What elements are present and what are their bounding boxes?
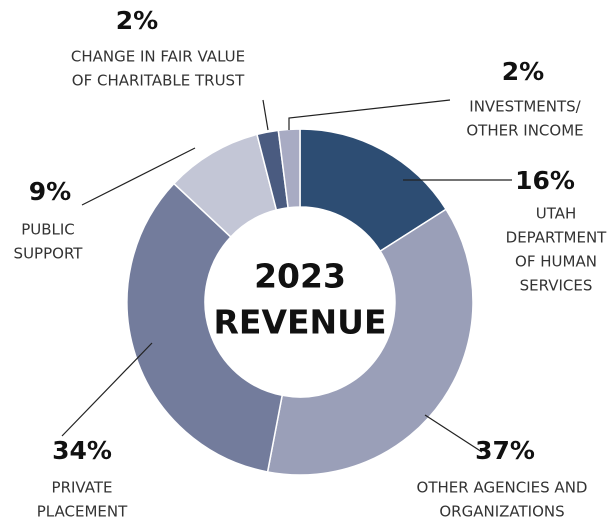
leader-line: [288, 99, 451, 130]
category-label: UTAH: [536, 205, 577, 223]
leader-line: [262, 99, 269, 131]
category-label: CHANGE IN FAIR VALUE: [71, 48, 245, 66]
category-label: SUPPORT: [14, 245, 84, 263]
center-label: REVENUE: [214, 303, 387, 342]
value-label: 2%: [116, 6, 158, 35]
leader-line: [61, 342, 153, 437]
category-label: DEPARTMENT: [506, 229, 608, 247]
value-label: 34%: [52, 436, 112, 465]
leader-line: [424, 414, 483, 453]
value-label: 9%: [29, 177, 71, 206]
category-label: OTHER AGENCIES AND: [417, 479, 588, 497]
category-label: OF HUMAN: [515, 253, 597, 271]
category-label: OTHER INCOME: [466, 122, 583, 140]
value-label: 16%: [515, 166, 575, 195]
center-label: 2023: [254, 257, 346, 296]
category-label: PUBLIC: [21, 221, 75, 239]
leader-line: [81, 147, 196, 206]
category-label: SERVICES: [520, 277, 593, 295]
donut-segment: [277, 128, 301, 209]
category-label: PRIVATE: [52, 479, 113, 497]
value-label: 2%: [502, 57, 544, 86]
donut-segment: [126, 182, 284, 473]
category-label: OF CHARITABLE TRUST: [72, 72, 245, 90]
category-label: INVESTMENTS/: [469, 98, 581, 116]
donut-segment: [266, 208, 474, 476]
category-label: PLACEMENT: [37, 503, 128, 521]
category-label: ORGANIZATIONS: [439, 503, 564, 521]
value-label: 37%: [475, 436, 535, 465]
